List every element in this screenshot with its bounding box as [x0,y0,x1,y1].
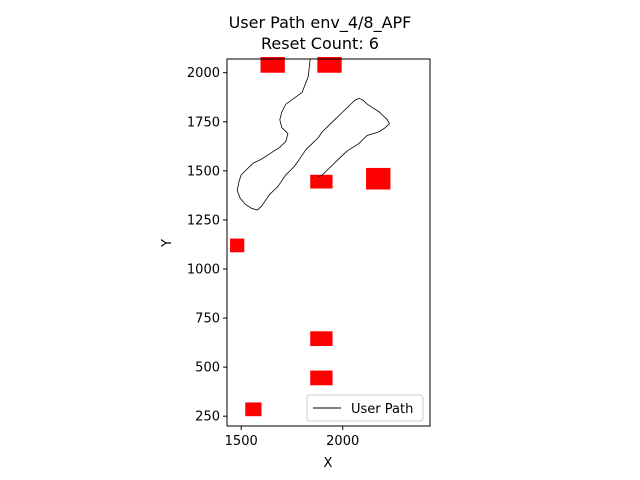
chart-title-line1: User Path env_4/8_APF [229,13,412,33]
y-tick-label-1250: 1250 [187,213,220,228]
x-axis-ticks: 1500 2000 [225,426,359,449]
legend: User Path [306,394,424,422]
obstacle-7 [310,370,333,386]
x-axis-label: X [324,456,333,471]
y-tick-label-1000: 1000 [187,262,220,277]
chart-title-line2: Reset Count: 6 [261,34,379,53]
x-tick-label-2000: 2000 [326,434,359,449]
plot-frame [226,58,431,427]
legend-box [306,394,424,422]
y-axis-ticks: 250 500 750 1000 1250 1500 1750 2000 [187,66,227,425]
y-tick-label-750: 750 [195,312,220,327]
obstacle-4 [366,167,391,190]
obstacle-6 [310,331,333,347]
y-tick-label-500: 500 [195,361,220,376]
obstacle-5 [230,238,245,253]
series-line-user-path [236,59,390,211]
obstacle-3 [310,174,333,189]
x-tick-label-1500: 1500 [225,434,258,449]
obstacles-layer [230,57,391,417]
y-tick-label-1750: 1750 [187,115,220,130]
obstacle-8 [245,402,262,417]
legend-entry-user-path: User Path [351,402,413,417]
obstacle-2 [317,57,342,73]
obstacle-1 [260,57,285,73]
y-tick-label-2000: 2000 [187,66,220,81]
plot-area [227,59,430,426]
path-layer [236,59,390,211]
y-tick-label-250: 250 [195,410,220,425]
title: User Path env_4/8_APF Reset Count: 6 [229,13,412,53]
y-axis-label: Y [160,239,175,248]
y-tick-label-1500: 1500 [187,164,220,179]
